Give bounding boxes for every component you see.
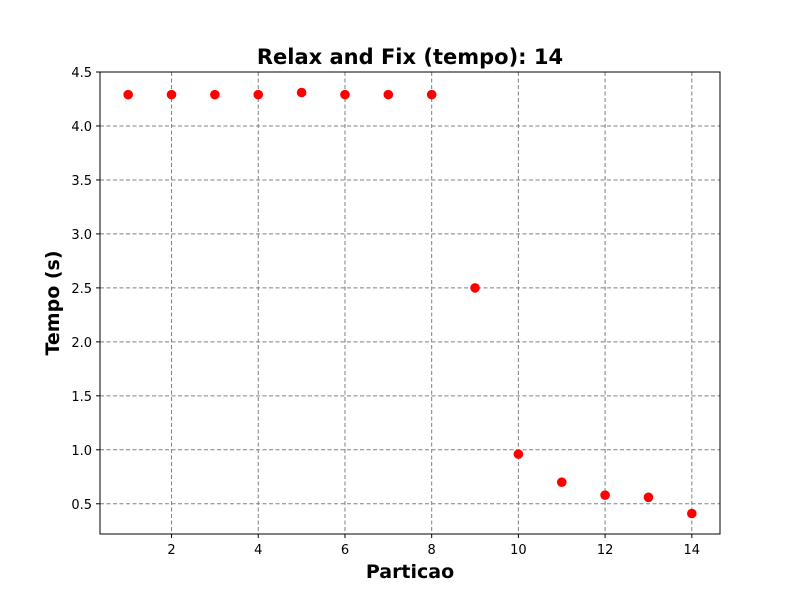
x-axis-label: Particao bbox=[366, 561, 454, 583]
data-point bbox=[383, 89, 394, 100]
x-tick-label: 8 bbox=[428, 543, 436, 558]
y-tick-label: 4.0 bbox=[71, 120, 92, 135]
y-tick-label: 1.0 bbox=[71, 444, 92, 459]
chart-title: Relax and Fix (tempo): 14 bbox=[257, 45, 563, 69]
y-tick-label: 1.5 bbox=[71, 390, 92, 405]
y-tick-label: 4.5 bbox=[71, 66, 92, 81]
data-point bbox=[470, 283, 480, 293]
data-point bbox=[643, 492, 654, 503]
data-point bbox=[296, 87, 307, 98]
y-tick-label: 2.5 bbox=[71, 282, 92, 297]
data-point bbox=[687, 508, 697, 519]
data-point bbox=[426, 89, 437, 100]
data-point bbox=[123, 89, 133, 100]
axis-ticks: 2 4 6 8 10 12 14 0.5 1.0 1.5 2.0 2.5 3.0 3.5 4.0 4.5 bbox=[71, 66, 700, 558]
data-point bbox=[210, 89, 220, 100]
plot-frame bbox=[99, 71, 721, 535]
data-point bbox=[556, 477, 567, 487]
y-tick-label: 3.5 bbox=[71, 174, 92, 189]
data-point bbox=[513, 449, 524, 459]
data-point bbox=[340, 89, 350, 100]
y-tick-label: 3.0 bbox=[71, 228, 92, 243]
data-point bbox=[253, 89, 264, 100]
x-tick-label: 10 bbox=[510, 543, 527, 558]
data-point bbox=[166, 89, 177, 100]
y-tick-label: 2.0 bbox=[71, 336, 92, 351]
y-axis-label: Tempo (s) bbox=[42, 250, 64, 355]
y-tick-label: 0.5 bbox=[71, 498, 92, 513]
data-point bbox=[600, 490, 610, 500]
grid bbox=[100, 71, 720, 534]
x-tick-label: 14 bbox=[684, 543, 701, 558]
x-tick-label: 4 bbox=[254, 543, 262, 558]
x-tick-label: 6 bbox=[341, 543, 349, 558]
data-points bbox=[123, 87, 697, 519]
x-tick-label: 12 bbox=[597, 543, 614, 558]
x-tick-label: 2 bbox=[167, 543, 175, 558]
